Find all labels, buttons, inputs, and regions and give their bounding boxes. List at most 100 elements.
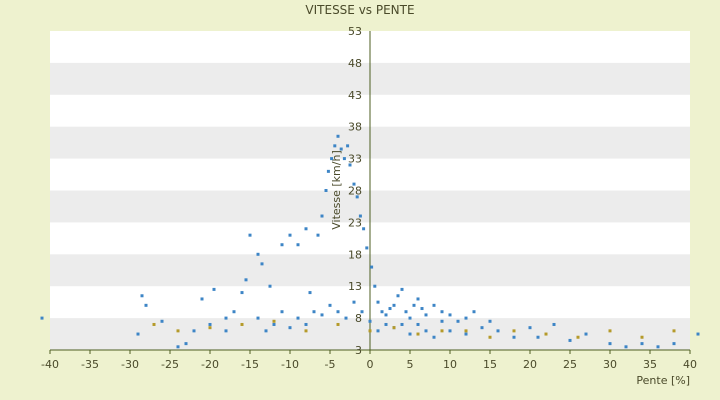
data-point (136, 332, 140, 336)
data-point (296, 316, 300, 320)
data-point-secondary (640, 335, 644, 339)
data-point (432, 303, 436, 307)
data-point (388, 307, 392, 311)
x-tick-label: 10 (443, 358, 457, 371)
data-point (412, 303, 416, 307)
x-axis-label: Pente [%] (636, 374, 690, 387)
data-point (280, 310, 284, 314)
y-tick-label: 3 (355, 344, 362, 357)
data-point (328, 303, 332, 307)
data-point (432, 335, 436, 339)
data-point-secondary (176, 329, 180, 333)
data-point (672, 342, 676, 346)
data-point-secondary (304, 329, 308, 333)
data-point (416, 322, 420, 326)
data-point (440, 310, 444, 314)
y-tick-label: 53 (348, 25, 362, 38)
data-point (408, 316, 412, 320)
data-point (240, 291, 244, 295)
x-tick-label: -30 (121, 358, 139, 371)
data-point (304, 227, 308, 231)
data-point (392, 303, 396, 307)
data-point (192, 329, 196, 333)
data-point (368, 319, 372, 323)
data-point (296, 243, 300, 247)
data-point (256, 316, 260, 320)
data-point (448, 313, 452, 317)
data-point (339, 147, 343, 151)
data-point (416, 297, 420, 301)
data-point (365, 246, 369, 250)
y-tick-label: 8 (355, 312, 362, 325)
data-point (373, 284, 377, 288)
data-point (312, 310, 316, 314)
data-point (288, 326, 292, 330)
data-point (320, 214, 324, 218)
data-point (316, 233, 320, 237)
data-point-secondary (464, 329, 468, 333)
data-point (40, 316, 44, 320)
data-point (656, 345, 660, 349)
data-point (272, 322, 276, 326)
data-point (333, 144, 337, 148)
x-tick-label: -25 (161, 358, 179, 371)
data-point (528, 326, 532, 330)
data-point (264, 329, 268, 333)
data-point (176, 345, 180, 349)
data-point (400, 287, 404, 291)
data-point (224, 316, 228, 320)
data-point (448, 329, 452, 333)
data-point (384, 322, 388, 326)
x-tick-label: 35 (643, 358, 657, 371)
data-point (512, 335, 516, 339)
x-tick-label: 20 (523, 358, 537, 371)
data-point (568, 338, 572, 342)
data-point (404, 310, 408, 314)
data-point (472, 310, 476, 314)
x-tick-label: -40 (41, 358, 59, 371)
data-point (304, 322, 308, 326)
data-point (232, 310, 236, 314)
data-point (224, 329, 228, 333)
data-point (396, 294, 400, 298)
data-point (420, 307, 424, 311)
data-point (324, 189, 328, 192)
data-point (320, 313, 324, 317)
chart-title: VITESSE vs PENTE (305, 3, 414, 17)
data-point (160, 319, 164, 323)
y-tick-label: 33 (348, 153, 362, 166)
x-tick-label: -15 (241, 358, 259, 371)
data-point (352, 300, 356, 304)
y-axis-label: Vitesse [km/h] (330, 150, 343, 230)
data-point (212, 287, 216, 291)
data-point (144, 303, 148, 307)
y-tick-label: 38 (348, 121, 362, 134)
data-point (260, 262, 264, 266)
data-point (640, 342, 644, 346)
data-point-secondary (512, 329, 516, 333)
data-point (584, 332, 588, 336)
data-point (624, 345, 628, 349)
data-point (536, 335, 540, 339)
data-point (362, 227, 366, 231)
x-tick-label: 40 (683, 358, 697, 371)
x-tick-label: -35 (81, 358, 99, 371)
data-point-secondary (368, 329, 372, 333)
data-point-secondary (208, 326, 212, 330)
data-point (280, 243, 284, 247)
data-point-secondary (544, 332, 548, 336)
x-tick-label: 25 (563, 358, 577, 371)
data-point-secondary (672, 329, 676, 333)
data-point (358, 214, 362, 218)
data-point (326, 169, 330, 173)
data-point-secondary (392, 326, 396, 330)
x-tick-label: -20 (201, 358, 219, 371)
data-point (360, 310, 364, 314)
data-point (336, 134, 340, 138)
data-point (696, 332, 700, 336)
data-point-secondary (336, 322, 340, 326)
x-tick-label: 15 (483, 358, 497, 371)
y-tick-label: 48 (348, 57, 362, 70)
data-point-secondary (272, 319, 276, 323)
data-point (248, 233, 252, 237)
